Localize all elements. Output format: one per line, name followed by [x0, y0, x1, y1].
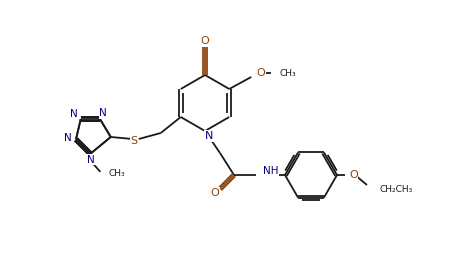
Text: N: N — [70, 109, 78, 119]
Text: O: O — [201, 36, 209, 46]
Text: CH₂CH₃: CH₂CH₃ — [379, 186, 412, 195]
Text: NH: NH — [263, 166, 278, 176]
Text: O: O — [256, 68, 265, 78]
Text: N: N — [87, 155, 95, 165]
Text: N: N — [99, 108, 107, 118]
Text: O: O — [211, 188, 219, 198]
Text: N: N — [205, 131, 213, 141]
Text: N: N — [64, 133, 72, 143]
Text: CH₃: CH₃ — [108, 169, 125, 178]
Text: S: S — [130, 136, 137, 146]
Text: CH₃: CH₃ — [279, 69, 296, 77]
Text: O: O — [349, 170, 358, 180]
